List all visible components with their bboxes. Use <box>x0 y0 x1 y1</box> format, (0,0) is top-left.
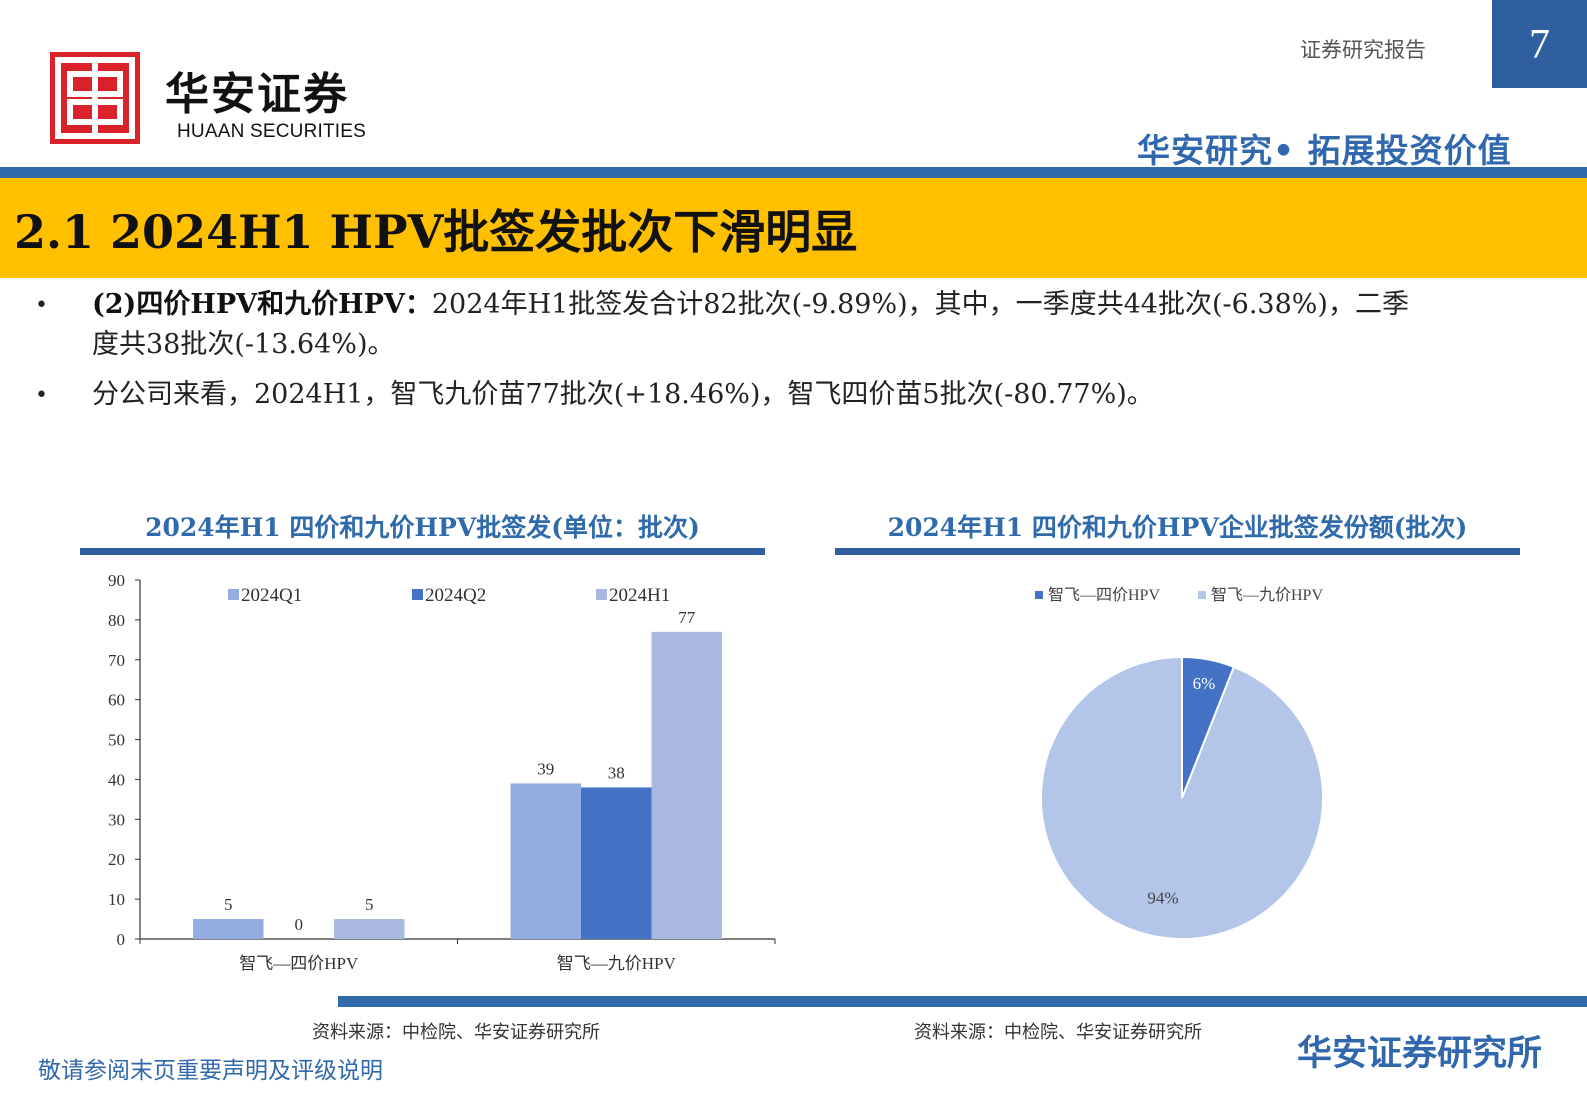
pie-slice <box>1040 655 1324 940</box>
pie-chart-source: 资料来源：中检院、华安证券研究所 <box>914 1022 1202 1043</box>
bar-data-label: 5 <box>224 895 233 914</box>
bar-chart-title-underline <box>80 548 765 555</box>
y-tick-label: 50 <box>108 731 125 750</box>
company-logo-icon <box>50 52 140 144</box>
bullet-1-text: 2024年H1批签发合计82批次(-9.89%)，其中，一季度共44批次(-6.… <box>431 289 1409 320</box>
bar-data-label: 5 <box>365 895 374 914</box>
y-tick-label: 0 <box>117 930 126 949</box>
y-tick-label: 90 <box>108 571 125 590</box>
page-number: 7 <box>1492 0 1587 88</box>
report-type: 证券研究报告 <box>1300 38 1426 62</box>
y-tick-label: 60 <box>108 691 125 710</box>
legend-swatch-2024Q1 <box>228 589 239 600</box>
page-title: 2.1 2024H1 HPV批签发批次下滑明显 <box>14 205 858 259</box>
y-tick-label: 10 <box>108 890 125 909</box>
bullet-2: 分公司来看，2024H1，智飞九价苗77批次(+18.46%)，智飞四价苗5批次… <box>92 379 1154 410</box>
pie-chart: 6% 94% 智飞—四价HPV 智飞—九价HPV <box>1035 586 1324 940</box>
legend-swatch-2024H1 <box>596 589 607 600</box>
legend-label: 智飞—九价HPV <box>1211 586 1323 604</box>
pie-chart-title: 2024年H1 四价和九价HPV企业批签发份额(批次) <box>887 513 1468 542</box>
bullet-1-lead: (2)四价HPV和九价HPV： <box>92 289 432 320</box>
legend-swatch <box>1198 591 1206 599</box>
bar-chart-title: 2024年H1 四价和九价HPV批签发(单位：批次) <box>145 513 700 542</box>
footer-divider <box>338 996 1587 1007</box>
bar-2024H1 <box>651 631 722 939</box>
header-divider <box>0 167 1587 178</box>
bar-data-label: 77 <box>678 608 696 627</box>
legend-label: 智飞—四价HPV <box>1048 586 1160 604</box>
bullet-1: (2)四价HPV和九价HPV：2024年H1批签发合计82批次(-9.89%)，… <box>92 285 1532 365</box>
legend-swatch <box>1035 591 1043 599</box>
bar-2024Q1 <box>193 919 264 939</box>
logo-chinese-name: 华安证券 <box>165 69 349 120</box>
disclaimer-link[interactable]: 敬请参阅末页重要声明及评级说明 <box>38 1058 383 1084</box>
bar-chart-source: 资料来源：中检院、华安证券研究所 <box>312 1022 600 1043</box>
bullet-dot: • <box>35 293 48 318</box>
footer-brand: 华安证券研究所 <box>1297 1034 1543 1074</box>
y-tick-label: 70 <box>108 651 125 670</box>
legend-label-2024Q1: 2024Q1 <box>241 585 302 606</box>
logo-english-name: HUAAN SECURITIES <box>177 121 367 142</box>
legend-label-2024H1: 2024H1 <box>609 585 670 606</box>
bar-2024H1 <box>333 919 405 939</box>
pie-value-label: 6% <box>1193 674 1216 693</box>
bar-2024Q2 <box>581 787 652 939</box>
y-tick-label: 40 <box>108 770 125 789</box>
x-category-label: 智飞—四价HPV <box>239 954 359 973</box>
y-tick-label: 80 <box>108 611 125 630</box>
pie-value-label: 94% <box>1147 889 1178 908</box>
bar-data-label: 39 <box>537 759 554 778</box>
bar-2024Q1 <box>510 783 582 939</box>
legend-label-2024Q2: 2024Q2 <box>425 585 486 606</box>
y-tick-label: 30 <box>108 810 125 829</box>
pie-chart-title-underline <box>835 548 1520 555</box>
title-bar <box>0 178 1587 278</box>
y-tick-label: 20 <box>108 850 125 869</box>
slogan: 华安研究• 拓展投资价值 <box>1137 131 1512 170</box>
bullet-1-text-cont: 度共38批次(-13.64%)。 <box>92 329 395 360</box>
x-category-label: 智飞—九价HPV <box>557 954 677 973</box>
bar-data-label: 38 <box>608 763 625 782</box>
bullet-dot: • <box>35 383 48 408</box>
legend-swatch-2024Q2 <box>412 589 423 600</box>
bar-data-label: 0 <box>295 915 304 934</box>
